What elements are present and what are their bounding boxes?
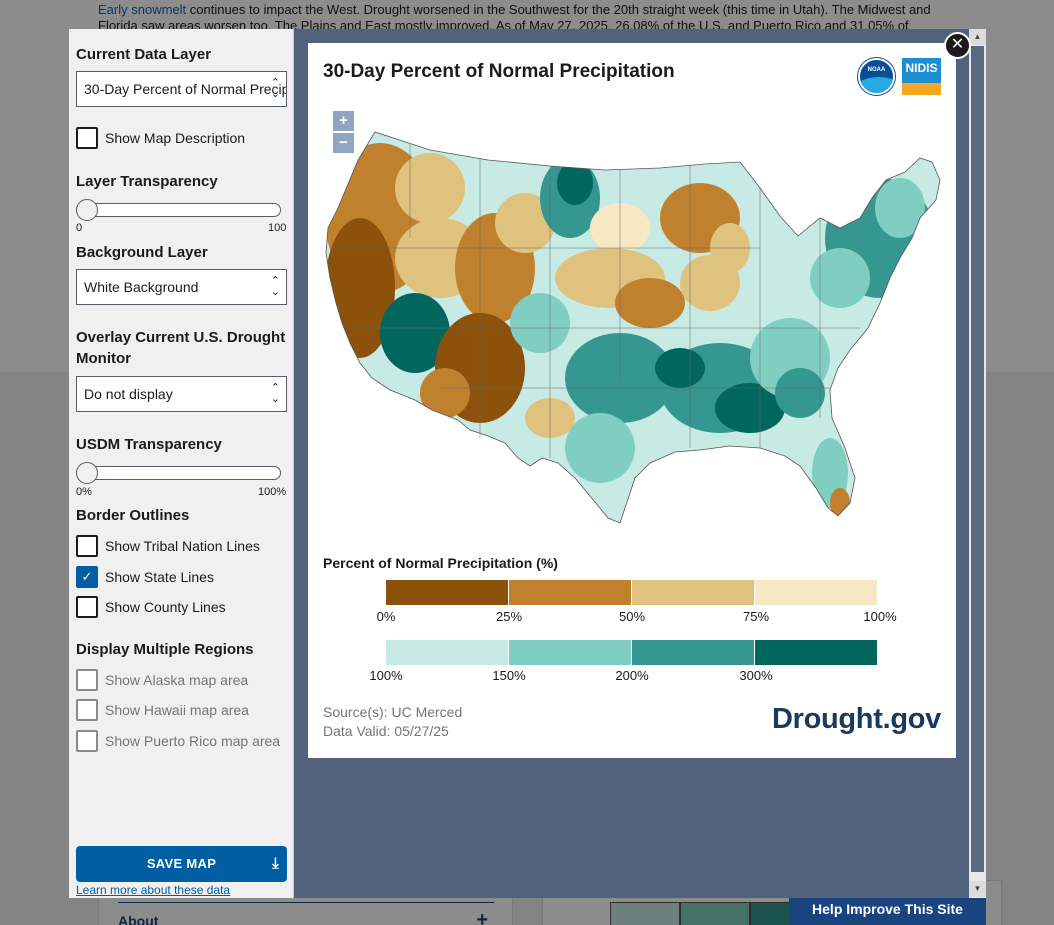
scroll-down-icon[interactable]: ▼: [969, 881, 986, 897]
puerto-rico-checkbox[interactable]: Show Puerto Rico map area: [76, 730, 280, 752]
usdm-transparency-max: 100%: [258, 486, 287, 498]
download-icon: ⤓: [272, 855, 279, 872]
help-improve-button[interactable]: Help Improve This Site: [789, 895, 986, 925]
chevron-up-down-icon: ⌃ ⌄: [270, 77, 280, 100]
zoom-out-button[interactable]: −: [333, 133, 354, 153]
layer-transparency-min: 0: [76, 222, 83, 234]
background-layer-select[interactable]: White Background ⌃ ⌄: [76, 269, 287, 305]
slider-handle[interactable]: [76, 199, 98, 221]
alaska-label: Show Alaska map area: [105, 672, 249, 688]
scrollbar-thumb[interactable]: [971, 46, 984, 872]
checkbox-box[interactable]: [76, 669, 98, 691]
map-title: 30-Day Percent of Normal Precipitation: [323, 61, 675, 82]
legend-label: 0%: [376, 609, 396, 624]
checkbox-box[interactable]: [76, 730, 98, 752]
usdm-transparency-slider[interactable]: [76, 462, 281, 484]
scroll-up-icon[interactable]: ▲: [969, 29, 986, 45]
tribal-lines-label: Show Tribal Nation Lines: [105, 538, 260, 554]
legend-dry-bar: [386, 580, 878, 605]
legend-swatch: [632, 580, 755, 605]
checkmark-icon[interactable]: ✓: [76, 566, 98, 588]
background-layer-heading: Background Layer: [76, 244, 208, 261]
state-lines: [330, 143, 860, 458]
source-text: Source(s): UC Merced: [323, 704, 463, 720]
map-modal: Current Data Layer 30-Day Percent of Nor…: [69, 29, 986, 898]
slider-track[interactable]: [76, 203, 281, 217]
legend-label: 100%: [863, 609, 897, 624]
chevron-up-down-icon: ⌃ ⌄: [270, 275, 280, 298]
save-map-button[interactable]: SAVE MAP ⤓: [76, 846, 287, 882]
early-snowmelt-link[interactable]: Early snowmelt: [98, 2, 187, 17]
puerto-rico-label: Show Puerto Rico map area: [105, 733, 281, 749]
slider-track[interactable]: [76, 466, 281, 480]
legend-swatch: [509, 640, 632, 665]
legend-label: 150%: [492, 668, 526, 683]
close-icon[interactable]: ✕: [944, 32, 971, 59]
checkbox-box[interactable]: [76, 699, 98, 721]
checkbox-box[interactable]: [76, 596, 98, 618]
legend-swatch: [755, 580, 878, 605]
legend-swatch: [509, 580, 632, 605]
legend-label: 25%: [495, 609, 523, 624]
data-layer-select[interactable]: 30-Day Percent of Normal Precipitation ⌃…: [76, 71, 287, 107]
state-lines-checkbox[interactable]: ✓ Show State Lines: [76, 566, 214, 588]
alaska-checkbox[interactable]: Show Alaska map area: [76, 669, 248, 691]
nidis-logo: NIDIS: [902, 58, 941, 95]
us-outline: [325, 131, 941, 524]
overlay-drought-select[interactable]: Do not display ⌃ ⌄: [76, 376, 287, 412]
slider-handle[interactable]: [76, 462, 98, 484]
data-valid-text: Data Valid: 05/27/25: [323, 723, 449, 739]
data-layer-value: 30-Day Percent of Normal Precipitation: [84, 81, 287, 97]
noaa-logo: NOAA: [858, 58, 895, 95]
checkbox-box[interactable]: [76, 535, 98, 557]
county-lines-checkbox[interactable]: Show County Lines: [76, 596, 226, 618]
legend-swatch: [632, 640, 755, 665]
legend-wet-bar: [386, 640, 878, 665]
legend-label: 50%: [618, 609, 646, 624]
usdm-transparency-min: 0%: [76, 486, 92, 498]
nidis-logo-text: NIDIS: [905, 61, 938, 75]
layer-transparency-slider[interactable]: [76, 199, 281, 221]
hawaii-label: Show Hawaii map area: [105, 702, 249, 718]
legend-swatch: [386, 640, 509, 665]
map-source: Source(s): UC Merced Data Valid: 05/27/2…: [323, 703, 462, 741]
save-map-label: SAVE MAP: [146, 856, 217, 871]
legend-label: 300%: [739, 668, 773, 683]
plus-icon: +: [476, 909, 488, 925]
overlay-drought-value: Do not display: [84, 386, 173, 402]
legend-swatch: [755, 640, 878, 665]
layer-transparency-heading: Layer Transparency: [76, 173, 218, 190]
map-settings-sidebar: Current Data Layer 30-Day Percent of Nor…: [69, 29, 294, 898]
chevron-up-down-icon: ⌃ ⌄: [270, 382, 280, 405]
county-lines-label: Show County Lines: [105, 599, 226, 615]
display-regions-heading: Display Multiple Regions: [76, 641, 254, 658]
us-precipitation-map[interactable]: [320, 118, 945, 538]
show-description-checkbox[interactable]: Show Map Description: [76, 127, 245, 149]
tribal-lines-checkbox[interactable]: Show Tribal Nation Lines: [76, 535, 260, 557]
data-layer-heading: Current Data Layer: [76, 46, 212, 63]
background-layer-value: White Background: [84, 279, 199, 295]
about-accordion[interactable]: About +: [118, 902, 494, 925]
about-label: About: [118, 913, 159, 925]
show-description-label: Show Map Description: [105, 130, 246, 146]
state-lines-label: Show State Lines: [105, 569, 214, 585]
hawaii-checkbox[interactable]: Show Hawaii map area: [76, 699, 249, 721]
map-panel: 30-Day Percent of Normal Precipitation N…: [308, 43, 956, 758]
checkbox-box[interactable]: [76, 127, 98, 149]
modal-scrollbar[interactable]: ▲ ▼: [969, 29, 986, 898]
legend-label: 75%: [742, 609, 770, 624]
legend-label: 100%: [369, 668, 403, 683]
border-outlines-heading: Border Outlines: [76, 507, 190, 524]
legend-title: Percent of Normal Precipitation (%): [323, 555, 558, 571]
usdm-transparency-heading: USDM Transparency: [76, 436, 222, 453]
legend-swatch: [386, 580, 509, 605]
legend-label: 200%: [615, 668, 649, 683]
noaa-logo-text: NOAA: [867, 67, 886, 73]
overlay-drought-heading: Overlay Current U.S. Drought Monitor: [76, 329, 286, 367]
layer-transparency-max: 100: [268, 222, 287, 234]
zoom-in-button[interactable]: +: [333, 111, 354, 131]
learn-more-link[interactable]: Learn more about these data: [76, 883, 231, 897]
drought-gov-logo: Drought.gov: [771, 703, 941, 735]
